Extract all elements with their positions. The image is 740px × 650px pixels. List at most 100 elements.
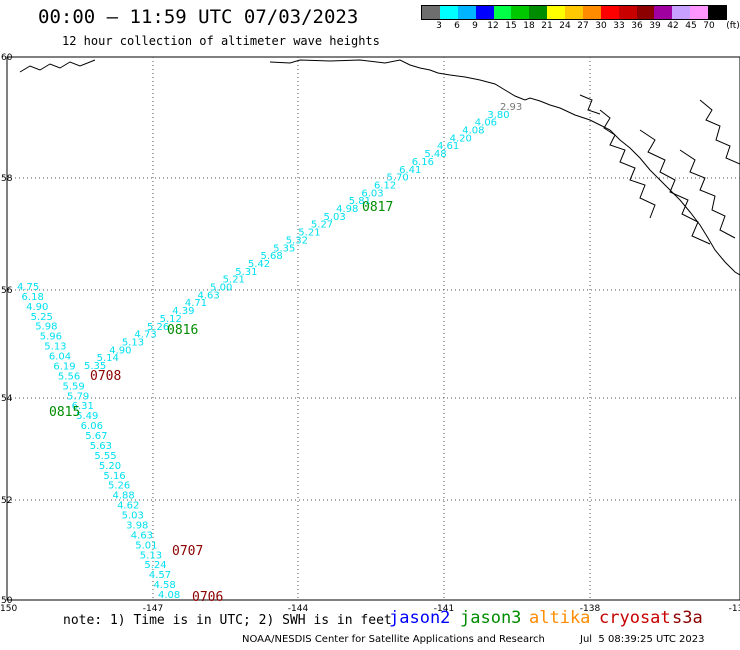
colorbar-label: 27 [577,21,589,31]
wave-height-label: 5.81 [349,196,371,207]
pass-time-label: 0706 [192,590,223,605]
wave-height-label: 4.39 [172,306,194,317]
colorbar-swatch [708,6,726,19]
wave-height-label: 2.93 [500,102,522,113]
wave-height-label: 6.31 [72,401,94,412]
lon-tick-label: -147 [143,604,163,614]
wave-height-label: 5.26 [147,322,169,333]
wave-height-label: 5.27 [311,220,333,231]
map-frame [6,56,740,601]
colorbar-swatch [547,6,565,19]
map-subtitle: 12 hour collection of altimeter wave hei… [62,34,380,48]
footer-note: note: 1) Time is in UTC; 2) SWH is in fe… [63,613,392,628]
wave-height-label: 6.19 [53,361,75,372]
wave-height-label: 5.03 [324,212,346,223]
wave-height-label: 6.12 [374,180,396,191]
pass-time-label: 0816 [167,323,198,338]
wave-height-label: 5.49 [76,411,98,422]
wave-height-label: 5.42 [248,259,270,270]
lon-tick-label: -144 [288,604,309,614]
wave-height-label: 4.61 [437,141,459,152]
lat-tick-label: 58 [1,174,13,184]
wave-height-label: 5.32 [286,235,308,246]
glacier-bay-inlet [579,94,601,115]
southeast-islands-3 [679,149,736,239]
wave-height-label: 3.80 [487,110,509,121]
kenai-coast [19,59,96,73]
colorbar-label: 6 [454,21,460,31]
wave-height-label: 5.98 [35,322,57,333]
colorbar-swatch [672,6,691,19]
colorbar-label: 15 [505,21,517,31]
wave-height-label: 4.90 [109,345,131,356]
lon-tick-label: -13 [729,604,740,614]
colorbar-label: 39 [649,21,661,31]
colorbar-label: 9 [472,21,478,31]
wave-height-label: 4.88 [113,491,135,502]
colorbar-label: 18 [523,21,535,31]
colorbar-swatch [422,6,440,19]
wave-height-label: 5.01 [135,540,157,551]
wave-height-colorbar [421,5,727,20]
colorbar-swatch [493,6,512,19]
satellite-legend-item: altika [529,608,591,628]
wave-height-label: 5.70 [387,173,409,184]
wave-height-label: 5.56 [58,371,80,382]
wave-height-label: 4.20 [450,133,472,144]
wave-height-label: 5.68 [260,251,282,262]
satellite-legend-item: jason2 [389,608,451,628]
pass-time-label: 0708 [90,369,121,384]
colorbar-swatch [654,6,673,19]
wave-height-label: 5.21 [298,228,320,239]
wave-height-label: 5.35 [273,243,295,254]
alaska-coastline [269,59,740,276]
colorbar-swatch [618,6,637,19]
southeast-islands-2 [639,129,711,245]
wave-height-label: 5.26 [108,481,130,492]
wave-height-label: 6.18 [22,292,44,303]
southeast-islands-4 [699,99,740,165]
colorbar-label: 24 [559,21,571,31]
lat-tick-label: 52 [1,496,12,506]
colorbar-swatch [457,6,476,19]
wave-height-label: 5.79 [67,391,89,402]
wave-height-label: 6.03 [361,188,383,199]
satellite-legend-item: cryosat [599,608,671,628]
axis-labels: -150 -147 -144 -141 -138 -13 60 58 56 54 52 50 [0,53,740,614]
generated-timestamp: Jul 5 08:39:25 UTC 2023 [580,634,705,645]
wave-height-label: 5.35 [84,361,106,372]
colorbar-label: 12 [487,21,499,31]
lon-tick-label: -150 [0,604,17,614]
colorbar-swatch [565,6,583,19]
colorbar-swatch [475,6,494,19]
wave-height-label: 5.13 [140,550,162,561]
lat-tick-label: 56 [1,286,13,296]
wave-height-label: 4.06 [475,118,497,129]
lat-tick-label: 60 [1,53,13,63]
wave-height-label: 4.98 [336,204,358,215]
colorbar-swatch [600,6,619,19]
southeast-islands-1 [599,109,656,219]
lon-tick-label: -141 [434,604,454,614]
lon-tick-label: -138 [580,604,601,614]
wave-height-label: 5.96 [40,332,62,343]
wave-height-label: 4.08 [158,590,180,601]
colorbar-labels: 3 6 9 12 15 18 21 24 27 30 33 36 39 42 45 70 (ft) [421,21,740,33]
colorbar-label: 33 [613,21,625,31]
pass-time-label: 0815 [49,405,80,420]
wave-height-label: 5.63 [90,441,112,452]
wave-height-label: 6.04 [49,352,71,363]
wave-height-label: 4.62 [117,501,139,512]
wave-height-label: 5.31 [235,267,257,278]
wave-height-label: 5.13 [44,342,66,353]
coastline [19,59,740,276]
satellite-legend-item: s3a [672,608,703,628]
wave-height-label: 5.03 [122,511,144,522]
wave-height-label: 5.25 [31,312,53,323]
wave-height-label: 4.73 [134,330,156,341]
satellite-track: 2.933.804.064.084.204.615.486.166.415.70… [17,102,522,605]
wave-height-label: 4.71 [185,298,207,309]
colorbar-swatch [582,6,601,19]
wave-height-label: 5.00 [210,283,232,294]
colorbar-label: (ft) [726,21,740,31]
